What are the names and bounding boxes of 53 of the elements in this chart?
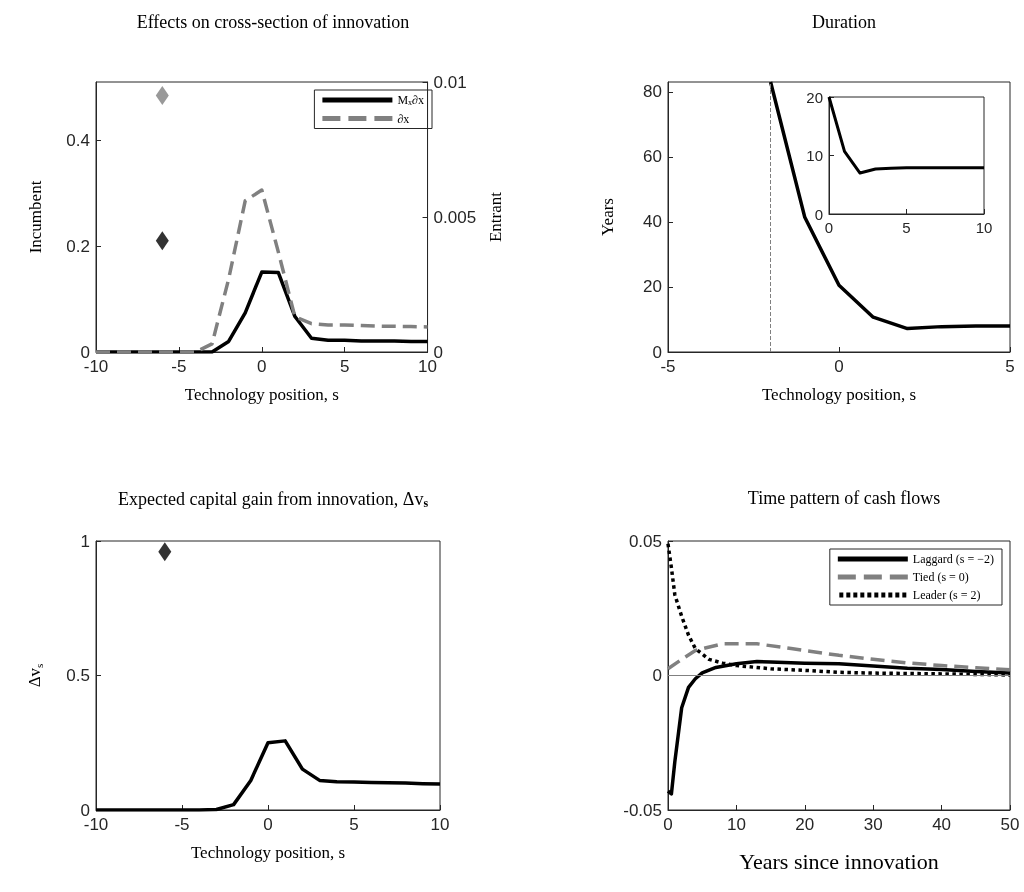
y-tick-label: 0.5	[66, 666, 90, 685]
x-tick-label: 0	[263, 815, 273, 834]
x-tick-label: 40	[932, 815, 952, 834]
x-axis-title: Technology position, s	[184, 385, 339, 404]
chart-title: Duration	[812, 12, 876, 32]
x-tick-label: 5	[902, 219, 911, 236]
x-tick-label: 50	[1000, 815, 1020, 834]
y2-axis-title: Entrant	[486, 191, 505, 243]
y-tick-label: 20	[643, 277, 662, 297]
x-axis-title: Technology position, s	[190, 843, 346, 862]
x-tick-label: 10	[430, 815, 450, 834]
x-tick-label: 10	[418, 357, 438, 376]
y-axis-title: Years	[598, 198, 617, 236]
y2-tick-label: 0.005	[433, 207, 477, 227]
y-tick-label: 1	[80, 531, 90, 551]
legend-label: Leader (s = 2)	[912, 588, 981, 602]
x-tick-label: -5	[660, 357, 676, 376]
y-tick-label: 20	[806, 88, 823, 106]
x-tick-label: -5	[174, 815, 190, 834]
x-tick-label: 5	[349, 815, 359, 834]
y-tick-label: -0.05	[623, 800, 662, 820]
x-tick-label: 0	[834, 357, 844, 376]
y2-tick-label: 0.01	[433, 72, 467, 92]
line-series	[666, 642, 1012, 672]
y-tick-label: 0	[652, 666, 662, 685]
x-tick-label: 5	[339, 357, 350, 376]
y-axis-title: Incumbent	[26, 180, 45, 254]
y-tick-label: 0	[652, 342, 662, 362]
y-tick-label: 0.2	[66, 236, 90, 256]
legend-label: ∂x	[397, 111, 410, 126]
chart-title: Effects on cross-section of innovation	[136, 12, 410, 32]
y-tick-label: 60	[643, 147, 662, 167]
chart-title: Time pattern of cash flows	[747, 488, 941, 508]
x-tick-label: 5	[1005, 357, 1015, 376]
legend-label: Mx∂x	[397, 93, 425, 107]
line-series	[768, 80, 1012, 331]
x-tick-label: 0	[257, 357, 267, 376]
y-tick-label: 10	[806, 147, 823, 164]
y-tick-label: 80	[643, 82, 662, 102]
x-axis-title: Years since innovation	[739, 848, 939, 874]
x-tick-label: 0	[824, 219, 834, 236]
x-tick-label: 10	[975, 219, 993, 236]
x-tick-label: -5	[171, 357, 187, 376]
y-tick-label: 0.4	[66, 130, 90, 150]
legend-label: Tied (s = 0)	[912, 570, 969, 584]
y-tick-label: 0.05	[628, 531, 662, 551]
y-axis-title: Δvs	[25, 663, 45, 688]
legend-label: Laggard (s = −2)	[912, 552, 995, 566]
x-tick-label: 10	[726, 815, 746, 834]
x-tick-label: 30	[863, 815, 883, 834]
line-series	[827, 95, 986, 175]
x-axis-title: Technology position, s	[761, 385, 917, 404]
y-tick-label: 0	[814, 205, 823, 223]
